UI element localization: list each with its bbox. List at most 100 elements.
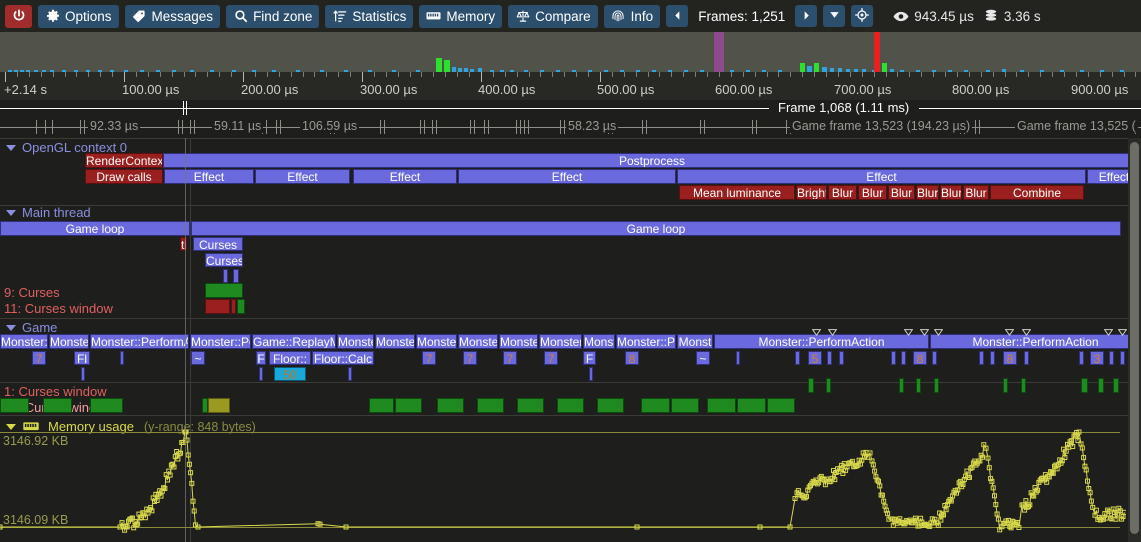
frame-bar[interactable]: [862, 69, 866, 72]
zone-8[interactable]: 8: [913, 351, 927, 365]
frame-bar[interactable]: [916, 70, 920, 72]
zone-5[interactable]: 5: [808, 351, 822, 365]
zone-ti[interactable]: ti: [180, 237, 187, 251]
zone-collapse-marker[interactable]: [1114, 324, 1128, 337]
zone[interactable]: [979, 351, 984, 365]
frame-bar[interactable]: [34, 70, 38, 72]
zone[interactable]: [208, 398, 230, 413]
frame-bar[interactable]: [320, 70, 324, 72]
frame-bar[interactable]: [652, 70, 656, 72]
frame-bar[interactable]: [8, 70, 12, 72]
info-button[interactable]: Info: [603, 4, 661, 28]
zone[interactable]: [557, 398, 584, 413]
zone-effect[interactable]: Effect: [458, 169, 676, 184]
frame-bar[interactable]: [668, 70, 672, 72]
zone[interactable]: [477, 398, 504, 413]
prev-frame-button[interactable]: [666, 5, 689, 27]
frame-bar[interactable]: [458, 68, 462, 72]
zone-combine[interactable]: Combine: [990, 185, 1084, 200]
frame-bar[interactable]: [464, 68, 468, 72]
frame-bar[interactable]: [510, 70, 514, 72]
zone-blur[interactable]: Blur: [828, 185, 857, 200]
frame-bar[interactable]: [814, 63, 819, 72]
zone[interactable]: [81, 367, 85, 381]
frame-bar[interactable]: [42, 70, 46, 72]
frame-bar[interactable]: [20, 70, 24, 72]
zone-3[interactable]: 3: [1090, 351, 1104, 365]
frame-overview-strip[interactable]: [0, 32, 1141, 72]
frame-bar[interactable]: [1100, 70, 1104, 72]
zone[interactable]: [1021, 378, 1026, 393]
frame-bar[interactable]: [948, 70, 952, 72]
frame-bar[interactable]: [714, 32, 724, 72]
next-frame-button[interactable]: [795, 5, 818, 27]
messages-button[interactable]: Messages: [124, 4, 221, 28]
zone[interactable]: [901, 351, 906, 365]
frame-bar[interactable]: [272, 70, 276, 72]
frame-bar[interactable]: [1120, 70, 1124, 72]
selected-frame-band[interactable]: Frame 1,068 (1.11 ms): [0, 100, 1141, 116]
frame-bar[interactable]: [620, 70, 624, 72]
zone-collapse-marker[interactable]: [930, 324, 944, 337]
zone-7[interactable]: 7: [422, 351, 436, 365]
zone-curses[interactable]: Curses: [205, 253, 243, 267]
zone-monster[interactable]: Monster::: [416, 334, 457, 349]
zone-7[interactable]: 7: [32, 351, 46, 365]
frame-bar[interactable]: [556, 70, 560, 72]
zone[interactable]: [223, 269, 228, 283]
vertical-scrollbar-thumb[interactable]: [1130, 142, 1139, 534]
frame-bar[interactable]: [890, 69, 894, 72]
zone-blur[interactable]: Blur: [940, 185, 962, 200]
frame-bar[interactable]: [524, 70, 528, 72]
zone[interactable]: [348, 367, 352, 381]
zone-collapse-marker[interactable]: [916, 324, 930, 337]
frame-bar[interactable]: [140, 70, 144, 72]
zone-floor-calc[interactable]: Floor::Calc: [312, 351, 374, 365]
zone-monster[interactable]: Monster::: [49, 334, 89, 349]
zone-collapse-marker[interactable]: [1018, 324, 1032, 337]
frame-bar[interactable]: [588, 70, 592, 72]
zone-monst[interactable]: Monst: [583, 334, 615, 349]
frame-bar[interactable]: [807, 66, 812, 72]
zone-monster-performaction[interactable]: Monster::PerformAction: [714, 334, 929, 349]
zone-blur[interactable]: Blur: [888, 185, 915, 200]
frame-set-dropdown-button[interactable]: [823, 5, 846, 27]
memory-button[interactable]: Memory: [419, 4, 503, 28]
frame-bar[interactable]: [1060, 70, 1064, 72]
zone[interactable]: [795, 351, 800, 365]
zone[interactable]: [237, 299, 245, 314]
zone[interactable]: [589, 367, 593, 381]
zone[interactable]: [231, 299, 236, 314]
zone[interactable]: [839, 351, 844, 365]
frame-bar[interactable]: [392, 70, 396, 72]
zone-fl[interactable]: Fl: [74, 351, 90, 365]
frame-bar[interactable]: [62, 70, 66, 72]
zone[interactable]: [437, 398, 464, 413]
zone-collapse-marker[interactable]: [1100, 324, 1114, 337]
zone[interactable]: [233, 269, 239, 283]
frame-bar[interactable]: [110, 70, 114, 72]
zone-monster-performaction[interactable]: Monster::PerformAction: [190, 334, 251, 349]
zone-rendercontext[interactable]: RenderContext: [85, 153, 163, 168]
zone-collapse-marker[interactable]: [808, 324, 822, 337]
frame-bar[interactable]: [746, 70, 750, 72]
group-header-game[interactable]: Game: [6, 320, 57, 335]
zone[interactable]: [916, 378, 921, 393]
zone[interactable]: [1024, 351, 1029, 365]
zone-effect[interactable]: Effect: [164, 169, 254, 184]
frame-bar[interactable]: [1020, 70, 1024, 72]
zone-50[interactable]: 50: [274, 367, 306, 381]
zone[interactable]: [395, 398, 422, 413]
zone-monster-performaction[interactable]: Monster::PerformAction: [930, 334, 1141, 349]
frame-bar[interactable]: [1002, 69, 1006, 72]
frame-bar[interactable]: [830, 68, 834, 72]
zone[interactable]: [1081, 378, 1088, 393]
frame-bar[interactable]: [636, 70, 640, 72]
frame-bar[interactable]: [854, 69, 858, 72]
zone[interactable]: [1109, 351, 1114, 365]
zone-mean-luminance[interactable]: Mean luminance: [679, 185, 795, 200]
zone[interactable]: [1079, 351, 1084, 365]
frame-bar[interactable]: [452, 67, 456, 72]
zone-curses[interactable]: Curses: [193, 237, 243, 251]
zone-postprocess[interactable]: Postprocess: [163, 153, 1141, 168]
